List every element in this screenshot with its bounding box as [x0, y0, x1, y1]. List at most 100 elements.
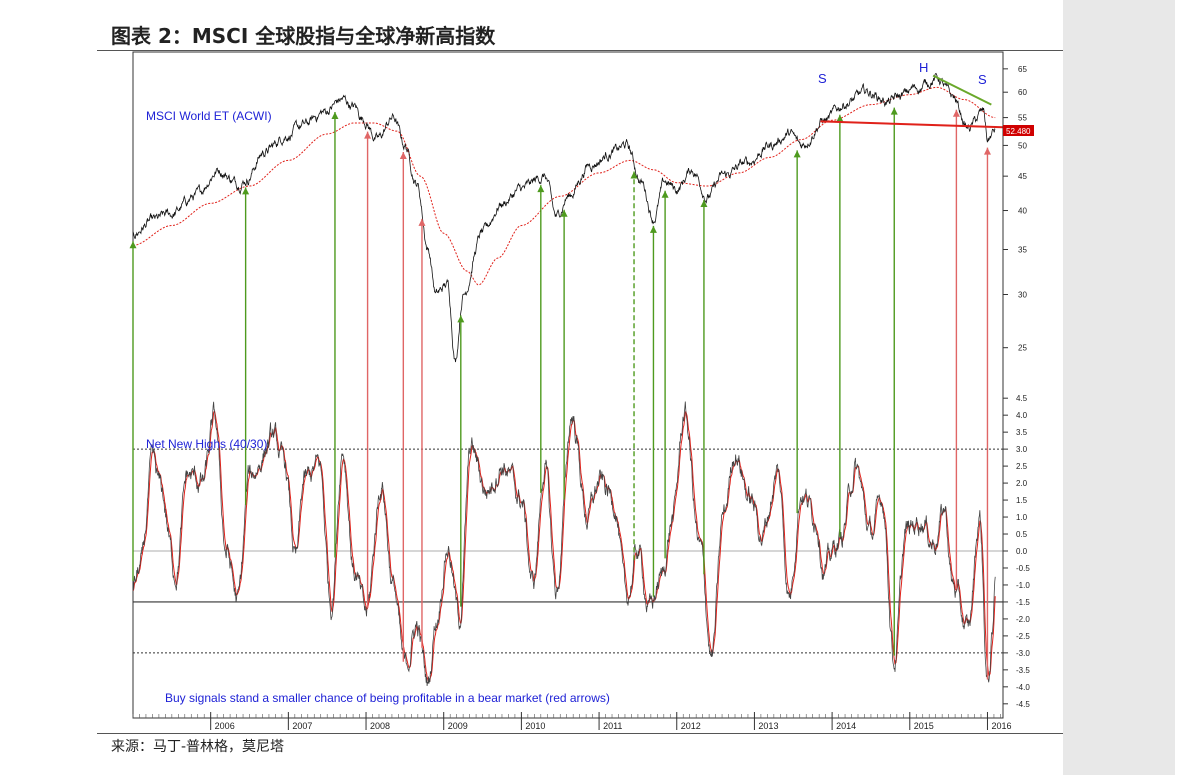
- osc-tick-label-8: 0.5: [1016, 530, 1028, 539]
- osc-tick-label-6: 1.5: [1016, 496, 1028, 505]
- signal-arrow-head: [331, 112, 339, 120]
- osc-tick-label-10: -0.5: [1016, 564, 1030, 573]
- x-tick-label-2006: 2006: [215, 721, 235, 731]
- moving-average-series: [132, 86, 996, 286]
- signal-arrow-head: [983, 147, 991, 155]
- signal-arrow-head: [129, 241, 137, 249]
- signal-arrow-head: [560, 209, 568, 217]
- signal-arrow-14: [793, 150, 801, 514]
- signal-arrow-head: [700, 199, 708, 207]
- price-tick-label-45: 45: [1018, 172, 1027, 181]
- x-tick-label-2012: 2012: [681, 721, 701, 731]
- head-trendline: [932, 74, 992, 106]
- signal-arrow-16: [890, 107, 898, 656]
- signal-arrows: [129, 107, 991, 680]
- osc-tick-label-15: -3.0: [1016, 649, 1030, 658]
- osc-tick-label-14: -2.5: [1016, 632, 1030, 641]
- signal-arrow-head: [457, 315, 465, 323]
- osc-tick-label-12: -1.5: [1016, 598, 1030, 607]
- signal-arrow-4: [364, 131, 372, 608]
- x-tick-label-2007: 2007: [292, 721, 312, 731]
- signal-arrow-head: [649, 225, 657, 233]
- pattern-label-left-shoulder: S: [818, 71, 827, 86]
- signal-arrow-head: [661, 190, 669, 198]
- osc-tick-label-17: -4.0: [1016, 683, 1030, 692]
- osc-tick-label-13: -2.0: [1016, 615, 1030, 624]
- chart-svg: 25 30 35 40 45 50 55 60 65 4.5 4.0 3.5 3.0 2.5 2.0 1.5 1…: [129, 51, 1034, 731]
- x-tick-label-2015: 2015: [914, 721, 934, 731]
- x-tick-label-2010: 2010: [525, 721, 545, 731]
- signal-arrow-3: [331, 112, 339, 558]
- signal-arrow-10: [630, 171, 638, 561]
- signal-arrow-12: [661, 190, 669, 559]
- price-series: [132, 72, 996, 363]
- x-tick-label-2009: 2009: [448, 721, 468, 731]
- signal-arrow-head: [793, 150, 801, 158]
- oscillator-series-label: Net New Highs (40/30): [146, 437, 267, 451]
- price-tick-label-55: 55: [1018, 114, 1027, 123]
- osc-tick-label-2: 3.5: [1016, 428, 1028, 437]
- signal-arrow-head: [952, 109, 960, 117]
- signal-arrow-13: [700, 199, 708, 575]
- title-divider: [97, 50, 1063, 51]
- osc-tick-label-1: 4.0: [1016, 411, 1028, 420]
- source-divider: [97, 733, 1063, 734]
- neckline: [820, 120, 1004, 129]
- price-tick-label-25: 25: [1018, 344, 1027, 353]
- signal-arrow-7: [457, 315, 465, 607]
- source-note: 来源：马丁-普林格，莫尼塔: [111, 739, 285, 755]
- x-tick-label-2011: 2011: [603, 721, 622, 731]
- ma-line: [132, 86, 996, 286]
- signal-arrow-9: [560, 209, 568, 500]
- osc-tick-label-18: -4.5: [1016, 700, 1030, 709]
- bear-market-annotation: Buy signals stand a smaller chance of be…: [165, 691, 610, 705]
- osc-tick-label-16: -3.5: [1016, 666, 1030, 675]
- signal-arrow-5: [399, 151, 407, 662]
- signal-arrow-head: [399, 151, 407, 159]
- plot-frame: [132, 51, 1004, 719]
- price-tick-label-50: 50: [1018, 141, 1027, 150]
- price-tick-label-30: 30: [1018, 290, 1027, 299]
- reference-lines: [133, 448, 1003, 654]
- osc-tick-label-11: -1.0: [1016, 581, 1030, 590]
- x-tick-label-2008: 2008: [370, 721, 390, 731]
- last-value-tag-text: 52.480: [1006, 127, 1031, 136]
- signal-arrow-head: [364, 131, 372, 139]
- osc-tick-label-5: 2.0: [1016, 479, 1028, 488]
- pattern-annotations: [820, 74, 1004, 129]
- price-tick-label-40: 40: [1018, 207, 1027, 216]
- signal-arrow-17: [952, 109, 960, 589]
- signal-arrow-head: [836, 114, 844, 122]
- signal-arrow-head: [418, 218, 426, 226]
- signal-arrow-head: [242, 187, 250, 195]
- osc-tick-label-0: 4.5: [1016, 394, 1028, 403]
- osc-tick-label-7: 1.0: [1016, 513, 1028, 522]
- price-tick-label-35: 35: [1018, 246, 1027, 255]
- signal-arrow-2: [242, 187, 250, 505]
- price-series-label: MSCI World ET (ACWI): [146, 109, 272, 123]
- signal-arrow-1: [129, 241, 137, 581]
- pattern-label-head: H: [919, 60, 928, 75]
- signal-arrow-11: [649, 225, 657, 597]
- x-tick-label-2016: 2016: [991, 721, 1011, 731]
- x-tick-label-2013: 2013: [758, 721, 778, 731]
- osc-tick-label-4: 2.5: [1016, 462, 1028, 471]
- side-panel: [1063, 0, 1175, 775]
- osc-tick-label-3: 3.0: [1016, 445, 1028, 454]
- pattern-label-right-shoulder: S: [978, 72, 987, 87]
- osc-tick-label-9: 0.0: [1016, 547, 1028, 556]
- signal-arrow-6: [418, 218, 426, 648]
- chart-title: 图表 2：MSCI 全球股指与全球净新高指数: [111, 24, 496, 48]
- signal-arrow-18: [983, 147, 991, 680]
- y-axis: 25 30 35 40 45 50 55 60 65 4.5 4.0 3.5 3.0 2.5 2.0 1.5 1…: [1002, 52, 1030, 718]
- signal-arrow-head: [630, 171, 638, 179]
- price-tick-label-60: 60: [1018, 88, 1027, 97]
- price-line: [132, 72, 996, 363]
- signal-arrow-head: [890, 107, 898, 115]
- last-value-tag: [1003, 125, 1034, 136]
- signal-arrow-head: [537, 185, 545, 193]
- signal-arrow-8: [537, 185, 545, 493]
- x-tick-label-2014: 2014: [836, 721, 856, 731]
- x-axis: 2006 2007 2008 2009 2010 2011 2012 2013 2014 2015…: [132, 712, 1011, 731]
- signal-arrow-15: [836, 114, 844, 537]
